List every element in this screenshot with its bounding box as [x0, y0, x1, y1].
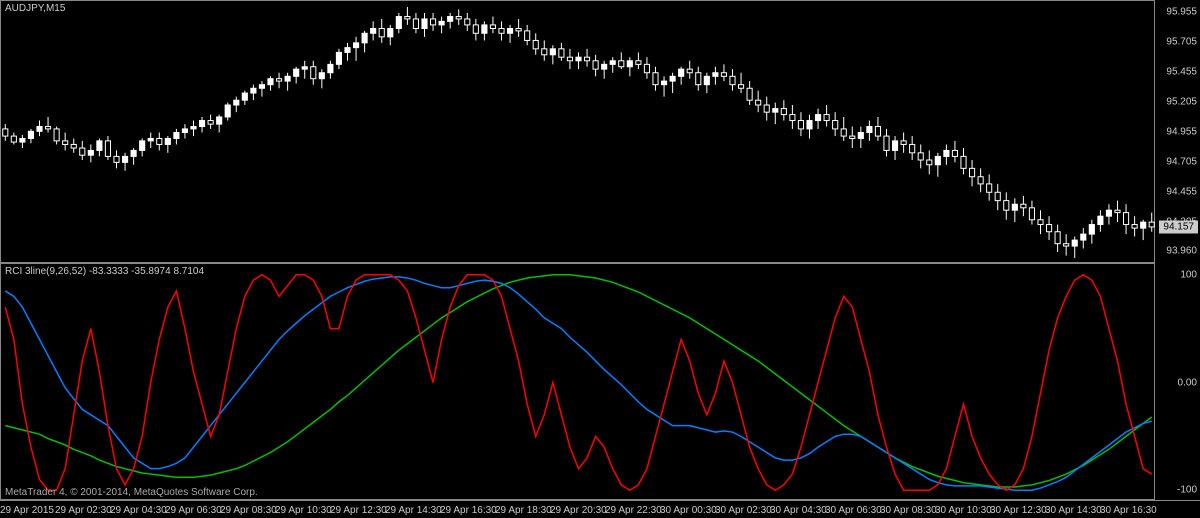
time-x-axis: 29 Apr 201529 Apr 02:3029 Apr 04:3029 Ap… [0, 500, 1200, 518]
copyright-text: MetaTrader 4, © 2001-2014, MetaQuotes So… [5, 487, 258, 498]
rci-indicator-chart [1, 264, 1156, 501]
indicator-chart-title: RCI 3line(9,26,52) -83.3333 -35.8974 8.7… [5, 266, 204, 277]
indicator-chart-panel[interactable]: RCI 3line(9,26,52) -83.3333 -35.8974 8.7… [0, 263, 1155, 500]
current-price-badge: 94.157 [1159, 221, 1198, 234]
price-chart-panel[interactable]: AUDJPY,M15 93.96094.20594.45594.70594.95… [0, 0, 1155, 263]
price-chart-title: AUDJPY,M15 [5, 3, 65, 14]
candlestick-chart [1, 1, 1156, 264]
indicator-y-axis: -1000.00100 [1155, 264, 1199, 499]
